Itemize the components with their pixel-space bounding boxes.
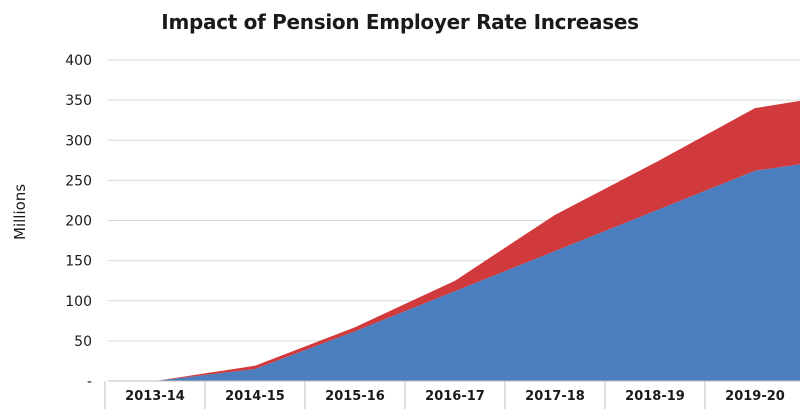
plot-areas	[155, 100, 800, 381]
x-tick-label: 2019-20	[725, 389, 785, 404]
x-tick-label: 2017-18	[525, 389, 585, 404]
x-tick-label: 2015-16	[325, 389, 385, 404]
x-tick-label: 2014-15	[225, 389, 285, 404]
x-tick-label: 2016-17	[425, 389, 485, 404]
y-tick-label: 200	[65, 214, 92, 230]
y-tick-label: 350	[65, 93, 92, 109]
x-tick-label: 2013-14	[125, 389, 185, 404]
axes: - 50 100 150 200 250 300 350 400 2013-14 2014-15 20…	[65, 53, 800, 409]
y-tick-label: 300	[65, 133, 92, 149]
area-series-1	[155, 164, 800, 381]
y-tick-label: 100	[65, 294, 92, 310]
y-tick-label: 250	[65, 173, 92, 189]
y-tick-label: 150	[65, 254, 92, 270]
x-tick-label: 2018-19	[625, 389, 685, 404]
y-tick-label: 400	[65, 53, 92, 69]
area-series-2	[155, 100, 800, 381]
y-tick-label: -	[87, 374, 92, 390]
y-tick-label: 50	[74, 334, 92, 350]
chart-title: Impact of Pension Employer Rate Increase…	[161, 10, 639, 34]
